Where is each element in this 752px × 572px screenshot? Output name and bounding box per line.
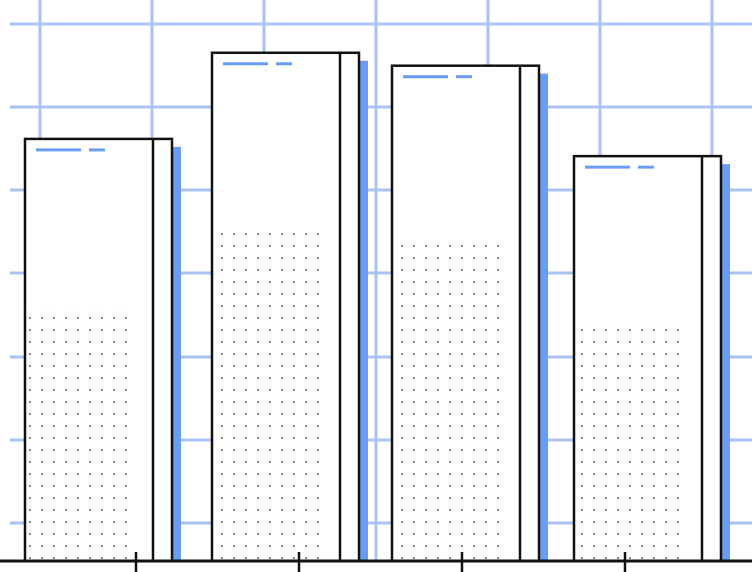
bars-layer — [23, 51, 730, 563]
bar-dotted-fill — [214, 225, 322, 560]
bar-dotted-fill — [576, 324, 684, 559]
x-axis — [0, 552, 752, 572]
bar-dotted-fill — [27, 306, 135, 559]
bar-dotted-fill — [394, 237, 502, 559]
